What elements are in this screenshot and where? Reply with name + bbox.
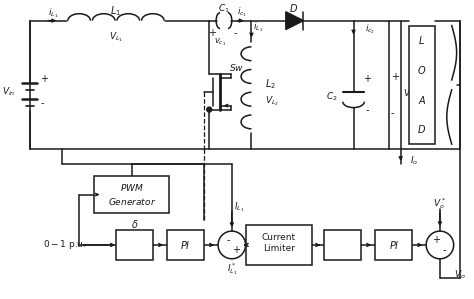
Circle shape: [218, 231, 246, 259]
Text: $PI$: $PI$: [181, 239, 191, 251]
Text: -: -: [442, 245, 446, 255]
Text: $\delta$: $\delta$: [131, 218, 138, 230]
Text: $C_2$: $C_2$: [326, 91, 338, 103]
Text: $V_o^*$: $V_o^*$: [433, 196, 447, 211]
Bar: [324, 230, 361, 260]
Bar: [246, 225, 312, 265]
Text: $A$: $A$: [418, 94, 426, 106]
Text: +: +: [391, 72, 399, 82]
Text: $Sw$: $Sw$: [229, 62, 244, 73]
Text: Limiter: Limiter: [263, 244, 295, 253]
Text: $i_{L_1}$: $i_{L_1}$: [48, 6, 58, 19]
Text: $i_{c_1}$: $i_{c_1}$: [237, 5, 248, 19]
Text: $I_o$: $I_o$: [410, 155, 419, 167]
Text: $D$: $D$: [417, 123, 426, 135]
Text: $Generator$: $Generator$: [108, 196, 156, 207]
Text: $V_{L_1}$: $V_{L_1}$: [109, 31, 123, 44]
Text: $L_2$: $L_2$: [265, 77, 276, 91]
Text: -: -: [40, 98, 44, 108]
Text: +: +: [40, 74, 48, 84]
Bar: [94, 176, 169, 213]
Text: $0-1$ p.u.: $0-1$ p.u.: [43, 238, 87, 251]
Text: $I_{L_1}$: $I_{L_1}$: [234, 201, 244, 214]
Circle shape: [426, 231, 454, 259]
Text: $i_{L_2}$: $i_{L_2}$: [254, 21, 264, 34]
Text: $O$: $O$: [417, 64, 427, 76]
Text: $L$: $L$: [419, 34, 425, 46]
Text: +: +: [363, 74, 371, 84]
Text: $PI$: $PI$: [389, 239, 399, 251]
Bar: [409, 26, 435, 144]
Circle shape: [207, 107, 212, 112]
Text: $V_o$: $V_o$: [454, 268, 465, 281]
Text: Current: Current: [262, 233, 296, 242]
Polygon shape: [286, 12, 303, 30]
Text: $L_1$: $L_1$: [110, 4, 121, 18]
Text: +: +: [232, 245, 240, 255]
Text: -: -: [233, 28, 237, 39]
Text: $V_{in}$: $V_{in}$: [2, 86, 16, 98]
Text: +: +: [208, 28, 216, 39]
Text: -: -: [226, 235, 229, 245]
Text: -: -: [391, 109, 394, 118]
Text: -: -: [365, 106, 369, 115]
Text: $v_{c_1}$: $v_{c_1}$: [214, 36, 226, 48]
Text: +: +: [432, 235, 440, 245]
Text: $C_1$: $C_1$: [218, 2, 230, 15]
Bar: [375, 230, 412, 260]
Text: $I_{L_1}^*$: $I_{L_1}^*$: [227, 261, 237, 277]
Bar: [116, 230, 153, 260]
Text: $PWM$: $PWM$: [120, 182, 144, 193]
Text: $i_{c_2}$: $i_{c_2}$: [365, 23, 375, 36]
Text: $V_{L_2}$: $V_{L_2}$: [265, 95, 279, 109]
Bar: [167, 230, 204, 260]
Text: $D$: $D$: [289, 2, 298, 14]
Text: $V_o$: $V_o$: [402, 88, 414, 100]
